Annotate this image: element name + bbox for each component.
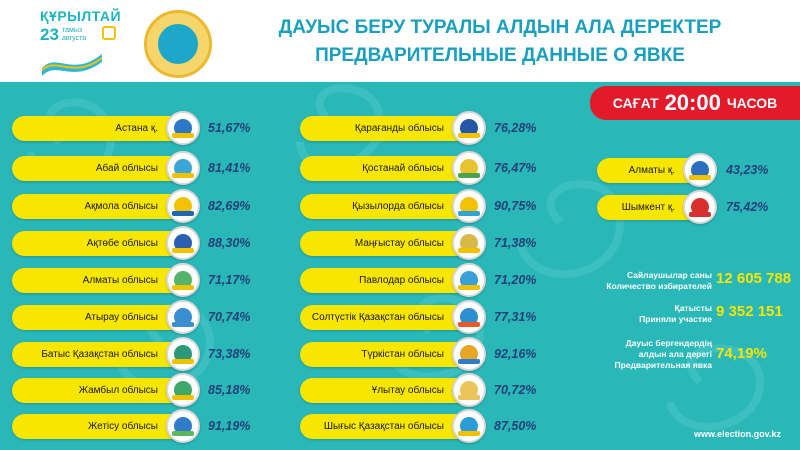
turnout-percent: 85,18% [208, 383, 251, 397]
turnout-label-line-1: Дауыс бергендердің [625, 338, 712, 348]
brand-date-number: 23 [40, 25, 59, 44]
turnout-percent: 90,75% [494, 199, 537, 213]
region-name: Алматы облысы [82, 275, 158, 286]
region-logo-icon [166, 373, 200, 407]
turnout-percent: 71,38% [494, 236, 537, 250]
region-name: Маңғыстау облысы [354, 238, 444, 249]
region-name: Түркістан облысы [361, 349, 444, 360]
turnout-percent: 70,72% [494, 383, 537, 397]
city-logo-icon [683, 190, 717, 224]
city-name: Шымкент қ. [621, 202, 675, 213]
region-name: Ақмола облысы [84, 201, 159, 212]
region-logo-icon [452, 189, 486, 223]
voters-label-kazakh: Сайлаушылар саны [626, 270, 712, 280]
participated-label: Қатысты Приняли участие [590, 303, 712, 325]
region-name: Астана қ. [115, 123, 158, 134]
header: ҚҰРЫЛТАЙ 23 тамыз августа ДАУЫС БЕРУ ТУР… [0, 0, 800, 82]
turnout-percent: 43,23% [726, 163, 769, 177]
brand-title: ҚҰРЫЛТАЙ [40, 8, 122, 24]
participated-label-kazakh: Қатысты [674, 303, 713, 313]
turnout-percent: 51,67% [208, 121, 251, 135]
page-title-kazakh: ДАУЫС БЕРУ ТУРАЛЫ АЛДЫН АЛА ДЕРЕКТЕР [278, 17, 722, 38]
region-logo-icon [452, 111, 486, 145]
city-logo-icon [683, 153, 717, 187]
turnout-percent: 75,42% [726, 200, 769, 214]
region-logo-icon [166, 409, 200, 443]
region-logo-icon [452, 151, 486, 185]
participated-count: 9 352 151 [716, 303, 783, 320]
region-logo-icon [452, 226, 486, 260]
region-name: Ұлытау облысы [371, 385, 444, 396]
turnout-percent: 88,30% [208, 236, 251, 250]
turnout-percent: 91,19% [208, 419, 251, 433]
election-commission-emblem-icon [144, 10, 212, 78]
turnout-percent: 77,31% [494, 310, 537, 324]
turnout-total: 74,19% [716, 345, 767, 362]
time-word-kazakh: САҒАТ [612, 95, 659, 111]
turnout-percent: 87,50% [494, 419, 537, 433]
turnout-percent: 76,28% [494, 121, 537, 135]
region-logo-icon [166, 300, 200, 334]
region-name: Солтүстік Қазақстан облысы [311, 312, 444, 323]
voters-label: Сайлаушылар саны Количество избирателей [590, 270, 712, 292]
region-name: Қарағанды облысы [354, 123, 444, 134]
region-name: Қызылорда облысы [352, 201, 444, 212]
turnout-percent: 81,41% [208, 161, 251, 175]
turnout-percent: 71,17% [208, 273, 251, 287]
region-logo-icon [452, 263, 486, 297]
region-logo-icon [166, 151, 200, 185]
page-title-russian: ПРЕДВАРИТЕЛЬНЫЕ ДАННЫЕ О ЯВКЕ [315, 45, 685, 66]
voters-count: 12 605 788 [716, 270, 792, 287]
time-badge: САҒАТ 20:00 ЧАСОВ [590, 86, 800, 120]
region-name: Павлодар облысы [359, 275, 444, 286]
region-name: Ақтөбе облысы [86, 238, 158, 249]
region-logo-icon [452, 300, 486, 334]
region-name: Абай облысы [95, 163, 158, 174]
participated-label-russian: Приняли участие [639, 314, 712, 324]
turnout-percent: 92,16% [494, 347, 537, 361]
region-logo-icon [166, 111, 200, 145]
brand-date-text: тамыз августа [62, 27, 87, 42]
city-name: Алматы қ. [628, 165, 675, 176]
turnout-percent: 71,20% [494, 273, 537, 287]
region-name: Жамбыл облысы [78, 385, 158, 396]
turnout-percent: 73,38% [208, 347, 251, 361]
region-logo-icon [452, 373, 486, 407]
region-logo-icon [166, 226, 200, 260]
turnout-percent: 70,74% [208, 310, 251, 324]
region-logo-icon [166, 263, 200, 297]
turnout-percent: 82,69% [208, 199, 251, 213]
turnout-label: Дауыс бергендердің алдын ала дерегі Пред… [590, 338, 712, 371]
time-word-russian: ЧАСОВ [726, 95, 778, 111]
turnout-label-line-2: алдын ала дерегі [638, 349, 712, 359]
region-name: Жетісу облысы [88, 421, 158, 432]
region-name: Батыс Қазақстан облысы [41, 349, 158, 360]
region-name: Атырау облысы [84, 312, 158, 323]
region-logo-icon [452, 337, 486, 371]
turnout-percent: 76,47% [494, 161, 537, 175]
region-logo-icon [166, 337, 200, 371]
region-logo-icon [166, 189, 200, 223]
flag-ribbon-icon [42, 54, 102, 76]
voters-label-russian: Количество избирателей [606, 281, 712, 291]
time-value: 20:00 [664, 90, 721, 115]
website-link[interactable]: www.election.gov.kz [694, 429, 782, 439]
region-name: Шығыс Қазақстан облысы [323, 421, 444, 432]
checkmark-icon [102, 26, 116, 40]
kurultai-logo: ҚҰРЫЛТАЙ 23 тамыз августа [40, 8, 122, 78]
turnout-label-line-3: Предварительная явка [614, 360, 712, 370]
region-name: Қостанай облысы [362, 163, 444, 174]
region-logo-icon [452, 409, 486, 443]
